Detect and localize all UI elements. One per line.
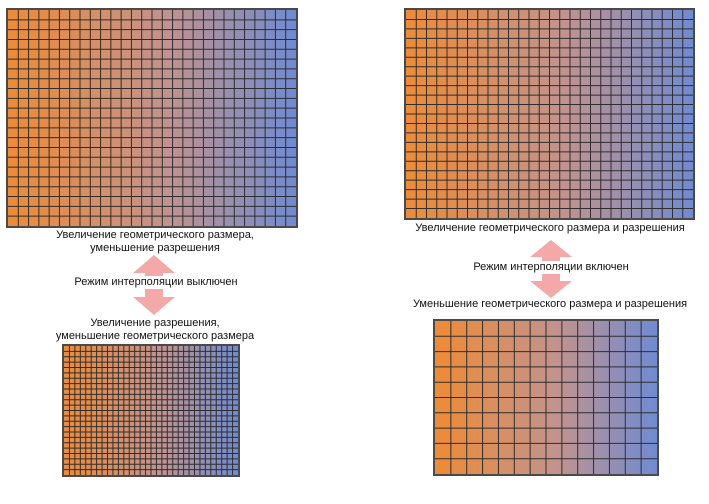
caption-left-top: Увеличение геометрического размера, умен… [0,229,310,255]
mode-label-left: Режим интерполяции выключен [64,276,248,289]
grid-lines [435,321,657,474]
grid-image-left-top [8,10,296,226]
grid-lines [64,346,238,475]
mode-label-right: Режим интерполяции включен [462,261,640,274]
caption-left-bottom-line1: Увеличение разрешения, [90,317,220,329]
grid-lines [406,10,693,218]
grid-lines [8,10,296,226]
caption-left-bottom-line2: уменьшение геометрического размера [55,330,255,342]
grid-panel-right-bottom [433,319,659,476]
grid-panel-left-bottom [62,344,240,477]
grid-panel-right-top [404,8,695,220]
caption-left-top-line1: Увеличение геометрического размера, [56,229,254,241]
grid-image-right-top [406,10,693,218]
grid-image-right-bottom [435,321,657,474]
caption-right-top: Увеличение геометрического размера и раз… [415,222,685,234]
caption-right-bottom: Уменьшение геометрического размера и раз… [412,298,688,310]
caption-left-bottom: Увеличение разрешения, уменьшение геомет… [0,317,310,343]
grid-image-left-bottom [64,346,238,475]
grid-panel-left-top [6,8,298,228]
caption-left-top-line2: уменьшение разрешения [90,242,220,254]
